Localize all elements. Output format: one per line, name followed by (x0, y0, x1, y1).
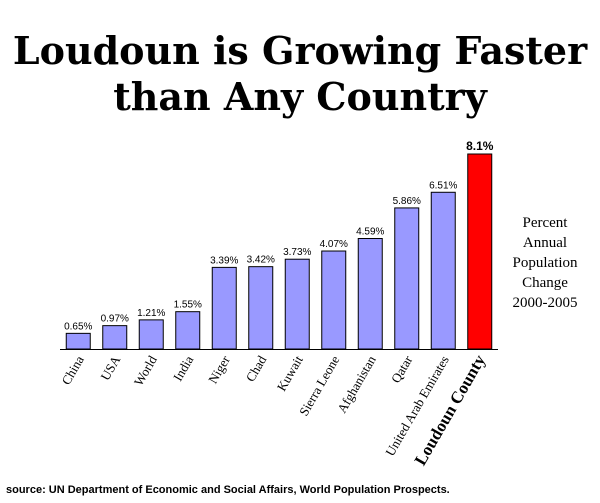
tick-label-niger: Niger (205, 352, 233, 386)
bar-loudoun-county (467, 153, 493, 350)
bar-united-arab-emirates (430, 191, 456, 350)
bar-china (65, 332, 91, 350)
data-label-india: 1.55% (174, 300, 202, 311)
tick-label-qatar: Qatar (388, 352, 416, 385)
bar-sierra-leone (321, 250, 347, 350)
side-label-line: Change (522, 275, 568, 291)
tick-label-usa: USA (97, 352, 123, 383)
y-measure-label: Percent Annual Population Change 2000-20… (490, 213, 600, 313)
data-label-world: 1.21% (137, 308, 165, 319)
title-line-2: than Any Country (113, 74, 487, 119)
data-label-china: 0.65% (64, 321, 92, 332)
bar-kuwait (284, 258, 310, 350)
side-label-line: Annual (522, 235, 568, 251)
bar-world (138, 319, 164, 350)
side-label-line: Population (512, 255, 578, 271)
bar-afghanistan (357, 238, 383, 350)
data-label-sierra-leone: 4.07% (320, 239, 348, 250)
bar-india (175, 311, 201, 350)
tick-label-china: China (58, 353, 87, 388)
bar-chad (248, 266, 274, 350)
bar-niger (211, 266, 237, 350)
source-note: source: UN Department of Economic and So… (6, 484, 450, 496)
side-label-line: 2000-2005 (512, 295, 578, 311)
bar-qatar (394, 207, 420, 350)
tick-label-india: India (170, 353, 196, 384)
data-label-qatar: 5.86% (393, 196, 421, 207)
data-label-niger: 3.39% (210, 255, 238, 266)
data-label-united-arab-emirates: 6.51% (429, 180, 457, 191)
data-label-chad: 3.42% (247, 255, 275, 266)
chart-title: Loudoun is Growing Faster than Any Count… (0, 28, 600, 120)
data-label-usa: 0.97% (101, 314, 129, 325)
tick-label-kuwait: Kuwait (274, 353, 306, 394)
tick-label-world: World (131, 353, 160, 389)
side-label-line: Percent (522, 215, 568, 231)
bar-usa (102, 325, 128, 350)
title-line-1: Loudoun is Growing Faster (12, 28, 588, 73)
data-label-afghanistan: 4.59% (356, 227, 384, 238)
data-label-loudoun-county: 8.1% (466, 139, 494, 153)
tick-label-chad: Chad (243, 353, 270, 385)
data-label-kuwait: 3.73% (283, 247, 311, 258)
